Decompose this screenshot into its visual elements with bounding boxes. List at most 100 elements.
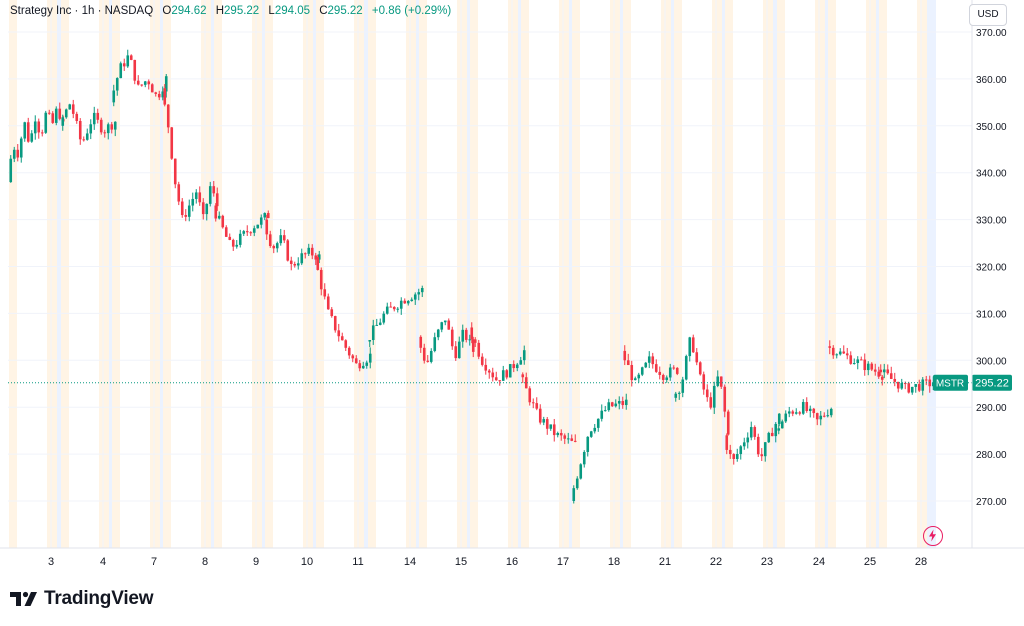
premarket-band bbox=[763, 0, 773, 548]
candle-up bbox=[375, 324, 379, 326]
premarket-band bbox=[828, 0, 836, 548]
candle-up bbox=[112, 90, 116, 103]
candle-down bbox=[96, 112, 100, 120]
time-tick-label: 17 bbox=[557, 556, 569, 568]
candle-up bbox=[242, 231, 246, 234]
candle-down bbox=[849, 355, 853, 364]
price-axis[interactable]: 270.00 280.00 290.00 300.00 310.00 320.00 330.… bbox=[971, 0, 1007, 548]
premarket-band bbox=[661, 0, 671, 548]
candle-up bbox=[746, 437, 750, 443]
candle-up bbox=[259, 217, 263, 225]
candle-up bbox=[914, 384, 918, 387]
price-tick-label: 360.00 bbox=[976, 75, 1007, 86]
last-price-line: MSTR 295.22 bbox=[8, 374, 1012, 391]
time-tick-label: 11 bbox=[352, 556, 363, 568]
price-tick-label: 320.00 bbox=[976, 263, 1007, 274]
candle-down bbox=[675, 367, 679, 374]
candle-down bbox=[498, 380, 502, 382]
candle-down bbox=[654, 364, 658, 372]
candle-down bbox=[392, 306, 396, 310]
candle-down bbox=[815, 413, 819, 420]
candle-down bbox=[805, 402, 809, 411]
candle-down bbox=[859, 359, 863, 361]
currency-button[interactable]: USD bbox=[969, 4, 1007, 26]
brand-name: TradingView bbox=[44, 588, 154, 609]
candle-up bbox=[436, 329, 440, 338]
candle-up bbox=[674, 393, 678, 398]
candle-down bbox=[310, 247, 314, 256]
candle-up bbox=[385, 306, 389, 314]
candle-down bbox=[265, 219, 269, 235]
symbol-legend: Strategy Inc · 1h · NASDAQ O294.62 H295.… bbox=[10, 5, 451, 17]
candle-down bbox=[198, 192, 202, 203]
candle-up bbox=[164, 76, 168, 92]
candle-down bbox=[419, 336, 423, 348]
candle-up bbox=[596, 418, 600, 428]
candle-down bbox=[426, 360, 430, 362]
candle-up bbox=[68, 104, 72, 110]
candle-up bbox=[307, 247, 311, 254]
candle-down bbox=[354, 358, 358, 364]
candle-up bbox=[556, 432, 560, 436]
candle-down bbox=[403, 300, 407, 304]
candle-up bbox=[644, 362, 648, 368]
candle-down bbox=[272, 246, 276, 249]
candle-down bbox=[40, 132, 44, 134]
price-tick-label: 330.00 bbox=[976, 216, 1007, 227]
candle-down bbox=[756, 436, 760, 455]
candle-down bbox=[484, 364, 488, 371]
candle-down bbox=[695, 352, 699, 363]
candle-up bbox=[61, 117, 65, 126]
candle-down bbox=[389, 306, 393, 308]
candle-down bbox=[221, 215, 225, 228]
lightning-icon[interactable] bbox=[923, 526, 943, 546]
premarket-band bbox=[610, 0, 620, 548]
candle-up bbox=[378, 322, 382, 325]
candle-down bbox=[110, 124, 114, 130]
candle-up bbox=[852, 363, 856, 365]
tradingview-logo[interactable]: TradingView bbox=[10, 588, 154, 610]
premarket-band bbox=[623, 0, 631, 548]
price-tick-label: 270.00 bbox=[976, 497, 1007, 508]
candle-down bbox=[651, 356, 655, 365]
premarket-band bbox=[265, 0, 273, 548]
candle-down bbox=[103, 132, 107, 134]
candle-up bbox=[461, 329, 465, 342]
candle-up bbox=[624, 399, 628, 406]
candle-up bbox=[819, 415, 823, 420]
candle-up bbox=[399, 300, 403, 309]
candle-up bbox=[296, 263, 300, 266]
candle-up bbox=[396, 308, 400, 310]
candle-down bbox=[658, 371, 662, 375]
candle-down bbox=[907, 383, 911, 393]
candle-down bbox=[16, 149, 20, 158]
candle-down bbox=[75, 113, 79, 121]
candle-up bbox=[716, 376, 720, 386]
candle-up bbox=[238, 233, 242, 245]
candle-down bbox=[726, 411, 730, 435]
candle-down bbox=[626, 360, 630, 366]
candle-up bbox=[712, 385, 716, 408]
high-value: 295.22 bbox=[224, 5, 260, 17]
premarket-band bbox=[61, 0, 69, 548]
candle-up bbox=[589, 431, 593, 437]
candle-up bbox=[113, 121, 117, 130]
candle-up bbox=[9, 158, 13, 183]
candle-down bbox=[177, 184, 181, 202]
premarket-band bbox=[866, 0, 876, 548]
time-tick-label: 15 bbox=[455, 556, 467, 568]
candle-up bbox=[910, 386, 914, 393]
last-price-label: 295.22 bbox=[975, 378, 1009, 390]
candle-up bbox=[368, 353, 372, 363]
candle-down bbox=[903, 383, 907, 385]
candle-down bbox=[51, 113, 55, 123]
time-axis[interactable]: 3 4 7 8 9 10 11 14 15 16 17 18 21 22 23 24 25 28 bbox=[0, 547, 1024, 568]
time-tick-label: 8 bbox=[202, 556, 208, 568]
candle-up bbox=[665, 377, 669, 380]
candle-down bbox=[173, 158, 177, 185]
close-label: C bbox=[319, 5, 328, 17]
candle-up bbox=[194, 192, 198, 199]
premarket-band bbox=[368, 0, 376, 548]
candle-up bbox=[617, 401, 621, 404]
